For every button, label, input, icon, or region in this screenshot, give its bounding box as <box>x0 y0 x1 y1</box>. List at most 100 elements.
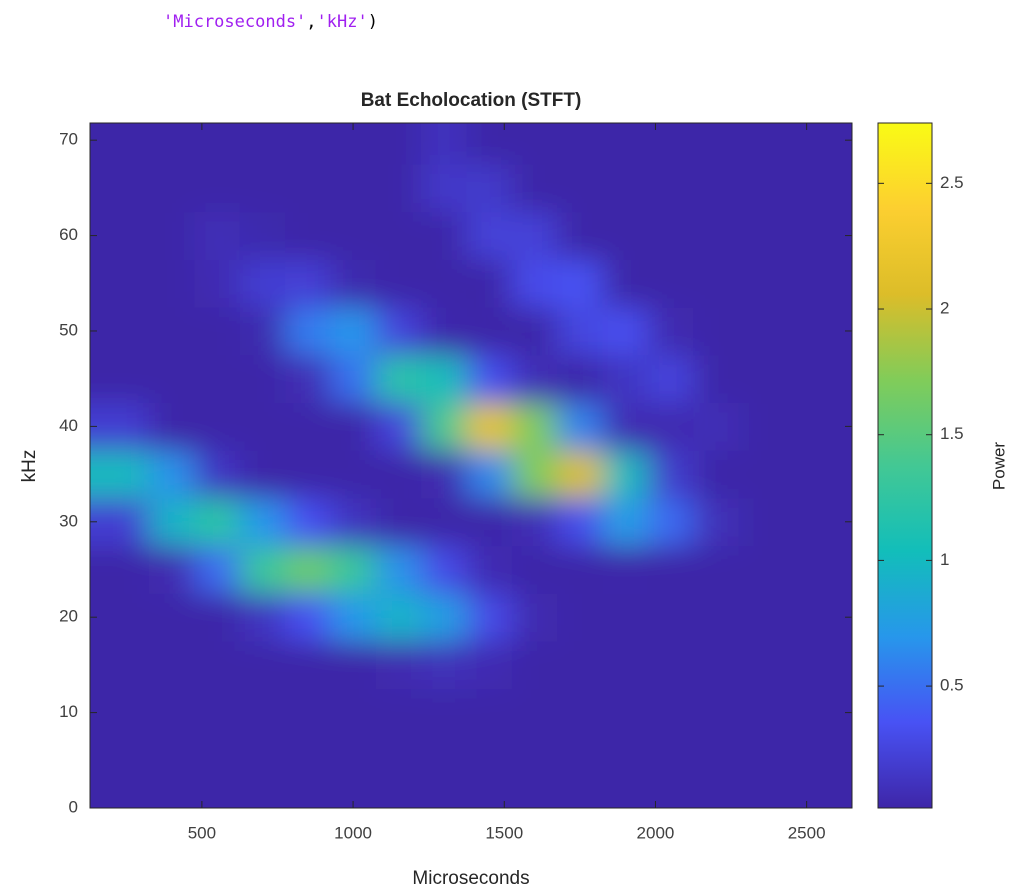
heat-cell <box>511 123 558 165</box>
heat-cell <box>602 123 649 165</box>
heat-cell <box>511 164 558 213</box>
heat-cell <box>285 688 331 737</box>
heatmap-cells <box>90 123 852 808</box>
heat-cell <box>783 259 852 308</box>
heat-cell <box>330 259 377 308</box>
heat-cell <box>647 497 694 547</box>
heat-cell <box>466 641 513 690</box>
heat-cell <box>90 736 150 785</box>
heat-cell <box>738 450 785 499</box>
heat-cell <box>90 641 150 690</box>
heat-cell <box>421 164 467 213</box>
heat-cell <box>375 736 422 785</box>
heat-cell <box>738 497 785 547</box>
heat-cell <box>602 259 649 308</box>
heat-cell <box>647 354 694 404</box>
heat-cell <box>239 593 286 642</box>
heat-cell <box>194 211 241 260</box>
heat-cell <box>90 593 150 642</box>
heat-cell <box>738 641 785 690</box>
heat-cell <box>511 402 558 451</box>
heat-cell <box>602 641 649 690</box>
heat-cell <box>511 307 558 356</box>
heat-cell <box>466 784 513 808</box>
heat-cell <box>783 545 852 594</box>
heat-cell <box>783 354 852 404</box>
heat-cell <box>330 641 377 690</box>
heat-cell <box>647 450 694 499</box>
heat-cell <box>421 545 467 594</box>
heat-cell <box>330 402 377 451</box>
heat-cell <box>148 402 195 451</box>
heat-cell <box>239 164 286 213</box>
heat-cell <box>511 259 558 308</box>
heat-cell <box>330 497 377 547</box>
heat-cell <box>647 259 694 308</box>
heat-cell <box>285 593 331 642</box>
heat-cell <box>511 545 558 594</box>
heat-cell <box>511 641 558 690</box>
x-axis-label: Microseconds <box>412 868 529 889</box>
heat-cell <box>90 164 150 213</box>
heat-cell <box>194 354 241 404</box>
heat-cell <box>466 450 513 499</box>
heat-cell <box>239 545 286 594</box>
heat-cell <box>148 784 195 808</box>
heat-cell <box>421 593 467 642</box>
heat-cell <box>783 402 852 451</box>
heat-cell <box>557 211 604 260</box>
heat-cell <box>330 164 377 213</box>
heat-cell <box>693 641 740 690</box>
heat-cell <box>148 545 195 594</box>
heat-cell <box>557 402 604 451</box>
heat-cell <box>285 497 331 547</box>
colorbar-tick-label: 2 <box>940 299 949 318</box>
heat-cell <box>557 450 604 499</box>
heat-cell <box>783 307 852 356</box>
heat-cell <box>647 307 694 356</box>
heat-cell <box>693 164 740 213</box>
heat-cell <box>148 259 195 308</box>
x-tick-label: 1500 <box>485 823 523 842</box>
heat-cell <box>375 164 422 213</box>
heat-cell <box>557 641 604 690</box>
heat-cell <box>557 259 604 308</box>
heat-cell <box>239 307 286 356</box>
heat-cell <box>194 736 241 785</box>
heat-cell <box>375 354 422 404</box>
heat-cell <box>602 402 649 451</box>
heat-cell <box>738 402 785 451</box>
heat-cell <box>738 545 785 594</box>
heat-cell <box>783 688 852 737</box>
heat-cell <box>783 497 852 547</box>
heat-cell <box>194 307 241 356</box>
heat-cell <box>693 545 740 594</box>
colorbar-tick-label: 1.5 <box>940 424 964 443</box>
code-punct: , <box>306 12 316 32</box>
heat-cell <box>783 164 852 213</box>
heat-cell <box>557 688 604 737</box>
heat-cell <box>602 450 649 499</box>
heat-cell <box>466 736 513 785</box>
x-tick-label: 500 <box>188 823 216 842</box>
heat-cell <box>90 784 150 808</box>
heat-cell <box>330 354 377 404</box>
colorbar <box>877 122 933 809</box>
heat-cell <box>421 259 467 308</box>
heat-cell <box>511 354 558 404</box>
code-string: 'Microseconds' <box>163 12 306 32</box>
heat-cell <box>421 497 467 547</box>
x-tick-label: 2000 <box>637 823 675 842</box>
heat-cell <box>647 784 694 808</box>
heat-cell <box>783 784 852 808</box>
heat-cell <box>557 164 604 213</box>
heat-cell <box>557 784 604 808</box>
heat-cell <box>602 211 649 260</box>
heat-cell <box>375 784 422 808</box>
heat-cell <box>330 545 377 594</box>
heat-cell <box>602 736 649 785</box>
heat-cell <box>693 593 740 642</box>
colorbar-tick-label: 1 <box>940 550 949 569</box>
